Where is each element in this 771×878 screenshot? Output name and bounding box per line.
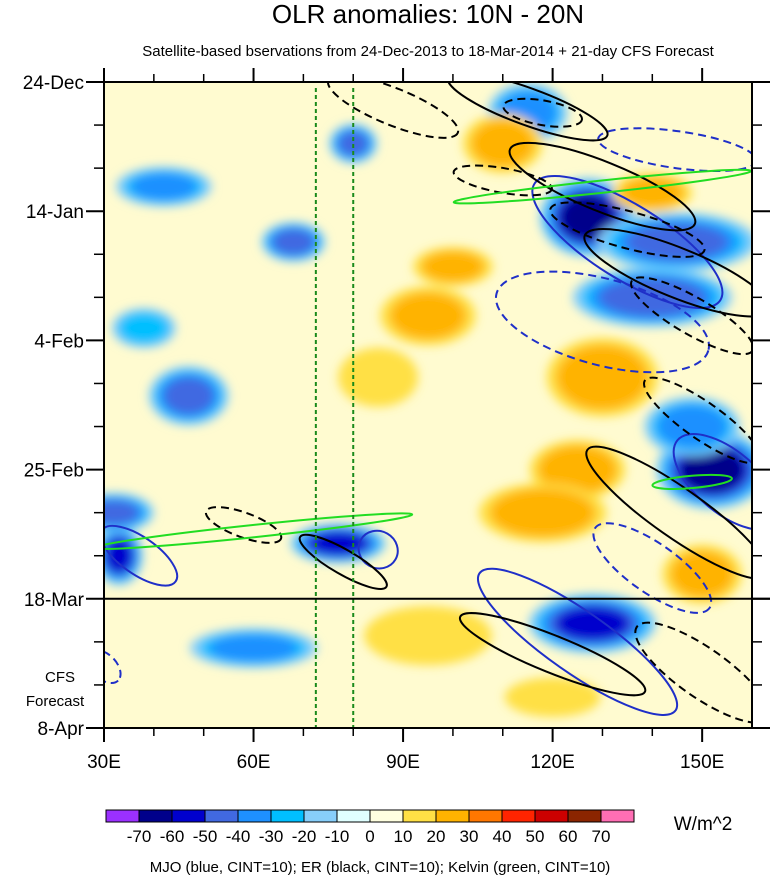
- colorbar-label-4: -30: [259, 827, 284, 846]
- colorbar-swatch-3: [204, 809, 239, 823]
- colorbar-swatch-1: [138, 809, 173, 823]
- anomaly-cell-26-20: [670, 550, 734, 598]
- x-tick-label-3: 120E: [530, 752, 574, 773]
- er-contour-13: [458, 612, 647, 697]
- anomaly-cell-21-20: [471, 120, 535, 167]
- anomaly-cell-0-60: [681, 447, 744, 492]
- colorbar-label-11: 40: [493, 827, 512, 846]
- x-tick-label-1: 60E: [237, 752, 271, 773]
- colorbar-label-2: -50: [193, 827, 218, 846]
- chart-title: OLR anomalies: 10N - 20N: [272, 0, 584, 29]
- anomaly-cell-4-40: [627, 223, 728, 261]
- y-tick-label-0: 24-Dec: [23, 73, 84, 94]
- y-tick-label-1: 14-Jan: [26, 202, 84, 223]
- er-contour-10: [508, 141, 697, 232]
- anomaly-cell-10-40: [338, 131, 369, 156]
- mjo-contour-0: [104, 524, 179, 587]
- anomaly-cell-25-10: [338, 347, 419, 407]
- colorbar-swatch-13: [534, 809, 569, 823]
- mjo-contour-5: [494, 270, 710, 374]
- y-tick-label-5: 8-Apr: [38, 719, 85, 740]
- reference-lines: [104, 88, 770, 728]
- colorbar-swatch-9: [402, 809, 437, 823]
- colorbar-label-8: 10: [394, 827, 413, 846]
- colorbar-swatch-6: [303, 809, 338, 823]
- er-contour-17: [549, 201, 706, 258]
- anomaly-cell-14-30: [657, 405, 727, 448]
- colorbar-label-9: 20: [427, 827, 446, 846]
- er-contour-22: [204, 506, 283, 544]
- colorbar-swatch-0: [105, 809, 140, 823]
- colorbar-swatch-14: [567, 809, 602, 823]
- er-contour-20: [634, 621, 752, 724]
- anomaly-cell-16-20: [538, 445, 617, 494]
- colorbar: -70 -60 -50 -40 -30 -20 -10 0 10 20 30 40 50 60 70: [105, 809, 635, 846]
- plot-frame: [103, 81, 753, 729]
- colorbar-swatch-4: [237, 809, 272, 823]
- anomaly-cell-20-20: [490, 488, 596, 537]
- y-tick-label-4: 18-Mar: [24, 590, 85, 611]
- colorbar-swatch-7: [336, 809, 371, 823]
- colorbar-label-10: 30: [460, 827, 479, 846]
- colorbar-label-0: -70: [127, 827, 152, 846]
- colorbar-swatch-10: [435, 809, 470, 823]
- kelvin-contour-25: [651, 473, 733, 490]
- er-contour-19: [643, 376, 752, 465]
- colorbar-label-1: -60: [160, 827, 185, 846]
- anomaly-cell-15-20: [117, 311, 171, 345]
- er-contour-12: [585, 445, 752, 580]
- anomaly-cell-9-40: [104, 500, 139, 525]
- er-contour-14: [298, 533, 388, 590]
- colorbar-swatch-5: [270, 809, 305, 823]
- er-contour-18: [630, 276, 752, 356]
- colorbar-label-12: 50: [526, 827, 545, 846]
- colorbar-label-5: -20: [292, 827, 317, 846]
- x-tick-label-0: 30E: [87, 752, 121, 773]
- anomaly-cell-12-30: [130, 173, 197, 201]
- colorbar-label-6: -10: [325, 827, 350, 846]
- mjo-contour-2: [531, 174, 724, 309]
- anomaly-cell-23-10: [364, 606, 492, 666]
- mjo-contour-7: [592, 522, 713, 614]
- colorbar-label-3: -40: [226, 827, 251, 846]
- y-tick-label-3: 25-Feb: [24, 461, 84, 482]
- wave-contours: [104, 82, 752, 724]
- anomaly-cell-19-20: [421, 250, 485, 283]
- anomaly-cell-13-30: [209, 634, 298, 662]
- x-tick-label-2: 90E: [386, 752, 420, 773]
- anomaly-cell-8-50: [104, 538, 133, 573]
- contour-legend: MJO (blue, CINT=10); ER (black, CINT=10)…: [150, 859, 611, 876]
- anomaly-cell-5-40: [272, 228, 315, 255]
- anomaly-cell-6-40: [163, 377, 214, 415]
- er-contour-15: [327, 82, 460, 139]
- mjo-contour-4: [357, 529, 399, 570]
- mjo-contour-8: [104, 648, 122, 685]
- kelvin-contour-24: [104, 512, 414, 550]
- colorbar-label-13: 60: [559, 827, 578, 846]
- x-tick-label-4: 150E: [680, 752, 724, 773]
- er-contour-21: [502, 97, 583, 128]
- colorbar-units: W/m^2: [674, 814, 733, 835]
- colorbar-swatch-15: [600, 809, 635, 823]
- chart-subtitle: Satellite-based bservations from 24-Dec-…: [142, 43, 714, 60]
- colorbar-label-7: 0: [365, 827, 374, 846]
- colorbar-swatch-12: [501, 809, 536, 823]
- colorbar-label-14: 70: [592, 827, 611, 846]
- colorbar-swatch-11: [468, 809, 503, 823]
- mjo-contour-6: [597, 127, 752, 173]
- forecast-label-line1: CFS: [45, 669, 75, 686]
- anomaly-cell-24-10: [504, 677, 601, 717]
- anomaly-cell-2-50: [555, 606, 630, 641]
- colorbar-swatch-2: [171, 809, 206, 823]
- colorbar-swatch-8: [369, 809, 404, 823]
- anomaly-cell-17-20: [390, 292, 466, 340]
- y-tick-label-2: 4-Feb: [34, 331, 84, 352]
- er-contour-9: [446, 82, 609, 142]
- anomaly-cell-18-20: [556, 344, 649, 410]
- mjo-contour-1: [476, 567, 679, 716]
- forecast-label-line2: Forecast: [26, 693, 85, 710]
- mjo-contour-3: [672, 433, 752, 531]
